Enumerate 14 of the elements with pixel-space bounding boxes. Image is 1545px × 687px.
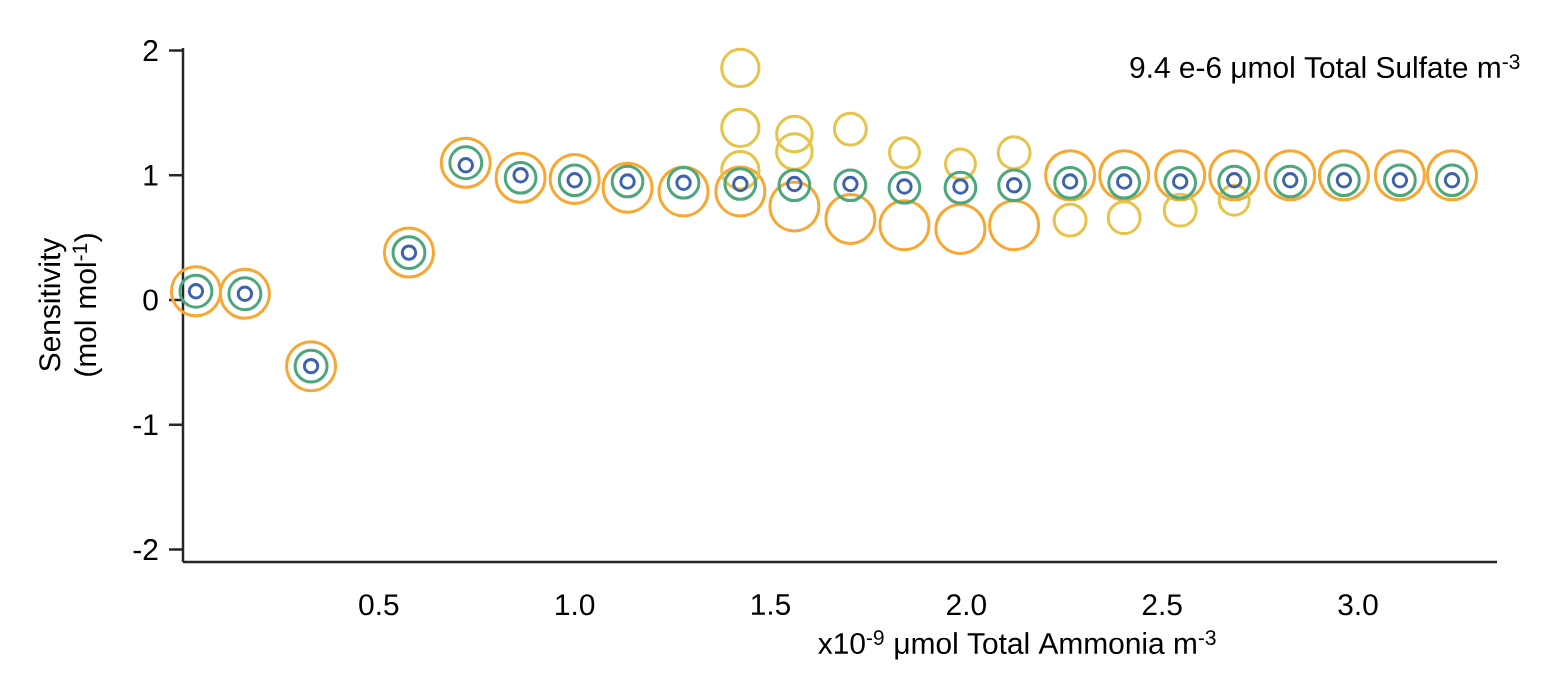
x-tick-label: 2.0 bbox=[947, 594, 986, 616]
y-tick-label: 2 bbox=[143, 40, 158, 61]
y-tick-label: 0 bbox=[143, 289, 158, 311]
x-tick-label: 3.0 bbox=[1338, 594, 1378, 616]
y-tick-label: -2 bbox=[133, 539, 158, 560]
y-tick-label: 1 bbox=[144, 164, 158, 186]
chart-title: 9.4 e-6 μmol Total Sulfate m$^{-3}$ bbox=[1130, 54, 1520, 84]
x-tick-label: 1.0 bbox=[556, 594, 595, 616]
x-tick-label: 0.5 bbox=[359, 594, 399, 616]
y-axis-title: Sensitivity (mol mol$^{-1}$) bbox=[38, 234, 103, 376]
x-tick-label: 2.5 bbox=[1142, 594, 1182, 616]
y-tick-label: -1 bbox=[133, 414, 158, 436]
x-axis-title: x10$^{-9}$ μmol Total Ammonia m$^{-3}$ bbox=[818, 630, 1216, 660]
x-tick-label: 1.5 bbox=[752, 594, 791, 616]
